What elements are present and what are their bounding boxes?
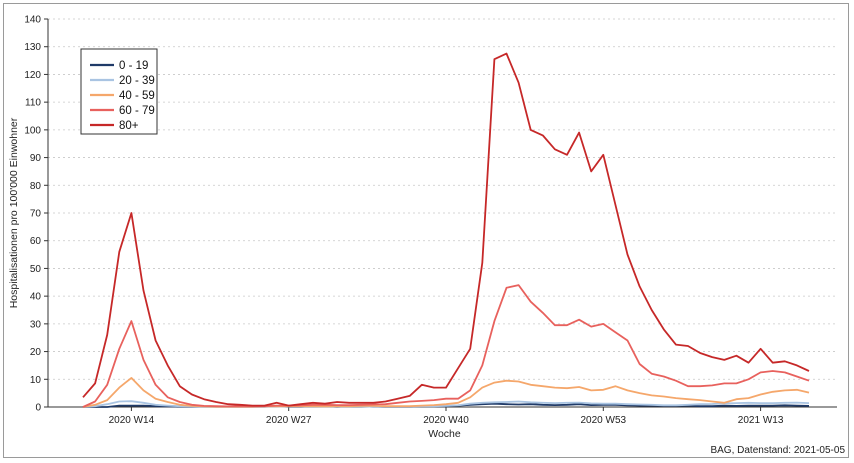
source-caption: BAG, Datenstand: 2021-05-05: [710, 445, 845, 456]
x-tick-label: 2020 W40: [423, 415, 469, 426]
y-tick-label: 60: [30, 236, 42, 247]
gridlines: [48, 18, 837, 408]
series-line-2: [82, 376, 810, 408]
y-tick-label: 20: [30, 347, 42, 358]
y-tick-label: 50: [30, 264, 42, 275]
y-tick-label: 0: [35, 403, 41, 414]
chart-frame: 0 10 20 30 40 50 60 70 80 90 100 110 120 130 140 2020 W…: [3, 3, 849, 458]
legend: 0 - 19 20 - 39 40 - 59 60 - 79 80+: [80, 48, 158, 135]
y-tick-label: 90: [30, 153, 42, 164]
legend-box: [80, 48, 158, 135]
legend-label: 20 - 39: [119, 75, 155, 87]
y-tick-label: 110: [25, 98, 41, 109]
series-lines: [82, 52, 810, 408]
legend-label: 0 - 19: [119, 60, 148, 72]
x-tick-label: 2020 W14: [109, 415, 155, 426]
series-line-4: [82, 52, 810, 407]
y-tick-label: 80: [30, 181, 42, 192]
y-tick-label: 40: [30, 292, 42, 303]
x-tick-label: 2020 W27: [266, 415, 312, 426]
y-axis-title: Hospitalisationen pro 100'000 Einwohner: [8, 117, 20, 308]
x-axis-title: Woche: [428, 428, 461, 440]
x-tick-label: 2021 W13: [738, 415, 784, 426]
series-line-3: [82, 284, 810, 408]
y-tick-label: 120: [24, 70, 41, 81]
line-chart: 0 10 20 30 40 50 60 70 80 90 100 110 120 130 140 2020 W…: [8, 15, 845, 457]
legend-label: 60 - 79: [119, 105, 155, 117]
y-tick-label: 30: [30, 319, 42, 330]
y-tick-label: 70: [30, 209, 42, 220]
y-tick-label: 100: [24, 125, 41, 136]
y-tick-label: 130: [24, 42, 41, 53]
legend-label: 40 - 59: [119, 90, 155, 102]
y-tick-label: 140: [24, 15, 41, 26]
x-tick-label: 2020 W53: [581, 415, 627, 426]
y-tick-label: 10: [30, 375, 42, 386]
legend-label: 80+: [119, 120, 139, 132]
